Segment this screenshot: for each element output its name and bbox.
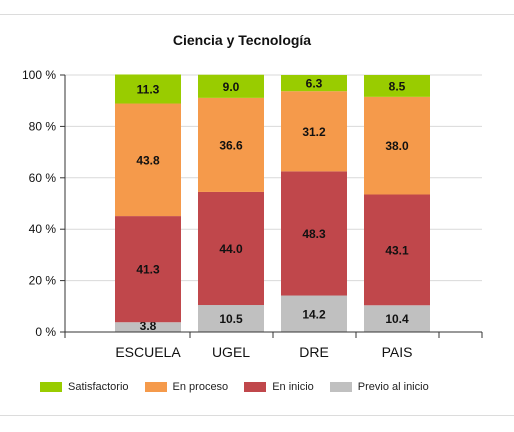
x-tick-label-pais: PAIS (382, 344, 413, 360)
y-tick-label-100: 100 % (22, 68, 56, 82)
top-border (0, 14, 514, 15)
bar-dre-en-inicio (281, 171, 347, 296)
data-label-ugel-satisfactorio: 9.0 (223, 80, 240, 94)
y-tick-label-40: 40 % (29, 222, 57, 236)
bar-ugel-previo-al-inicio (198, 305, 264, 332)
legend-item-satisfactorio: Satisfactorio (40, 381, 129, 393)
bar-pais-en-proceso (364, 96, 430, 195)
x-tick-label-ugel: UGEL (212, 344, 250, 360)
data-label-pais-en-inicio: 43.1 (385, 243, 409, 257)
legend-item-previo-al-inicio: Previo al inicio (329, 381, 429, 393)
bar-pais-previo-al-inicio (364, 305, 430, 332)
legend: Satisfactorio En proceso En inicio Previ… (40, 381, 445, 393)
data-label-ugel-previo-al-inicio: 10.5 (219, 312, 243, 326)
data-label-ugel-en-proceso: 36.6 (219, 138, 243, 152)
data-label-ugel-en-inicio: 44.0 (219, 242, 243, 256)
y-tick-label-80: 80 % (29, 119, 57, 133)
bar-dre-previo-al-inicio (281, 295, 347, 332)
legend-item-en-inicio: En inicio (244, 381, 314, 393)
bar-pais-en-inicio (364, 194, 430, 306)
legend-swatch-en-inicio (244, 382, 267, 392)
data-label-pais-en-proceso: 38.0 (385, 139, 409, 153)
data-label-dre-en-proceso: 31.2 (302, 125, 326, 139)
legend-label-en-inicio: En inicio (272, 381, 314, 393)
bar-dre-en-proceso (281, 91, 347, 172)
bar-escuela-en-proceso (115, 103, 181, 217)
legend-label-previo-al-inicio: Previo al inicio (357, 381, 429, 393)
bottom-border (0, 415, 514, 416)
bar-ugel-en-inicio (198, 191, 264, 306)
x-tick-label-escuela: ESCUELA (115, 344, 181, 360)
bar-escuela-satisfactorio (115, 74, 181, 104)
chart-title: Ciencia y Tecnología (172, 32, 312, 48)
data-label-pais-satisfactorio: 8.5 (389, 79, 406, 93)
data-label-dre-previo-al-inicio: 14.2 (302, 307, 326, 321)
legend-label-en-proceso: En proceso (172, 381, 229, 393)
data-label-pais-previo-al-inicio: 10.4 (385, 312, 409, 326)
bar-escuela-en-inicio (115, 216, 181, 323)
legend-item-en-proceso: En proceso (144, 381, 229, 393)
y-tick-label-0: 0 % (35, 325, 56, 339)
y-tick-label-60: 60 % (29, 171, 57, 185)
bar-dre-satisfactorio (281, 75, 347, 92)
data-label-escuela-en-inicio: 41.3 (136, 263, 160, 277)
legend-swatch-satisfactorio (40, 382, 62, 392)
bar-ugel-satisfactorio (198, 74, 264, 98)
y-tick-label-20: 20 % (29, 274, 57, 288)
data-label-escuela-previo-al-inicio: 3.8 (140, 319, 157, 333)
data-label-dre-satisfactorio: 6.3 (306, 77, 323, 91)
legend-swatch-en-proceso (144, 382, 167, 392)
bar-ugel-en-proceso (198, 97, 264, 192)
data-label-dre-en-inicio: 48.3 (302, 227, 326, 241)
data-label-escuela-en-proceso: 43.8 (136, 153, 160, 167)
bar-pais-satisfactorio (364, 75, 430, 97)
legend-label-satisfactorio: Satisfactorio (68, 381, 129, 393)
x-tick-label-dre: DRE (299, 344, 329, 360)
legend-swatch-previo-al-inicio (329, 382, 352, 392)
bar-escuela-previo-al-inicio (115, 322, 181, 332)
data-label-escuela-satisfactorio: 11.3 (137, 83, 160, 97)
